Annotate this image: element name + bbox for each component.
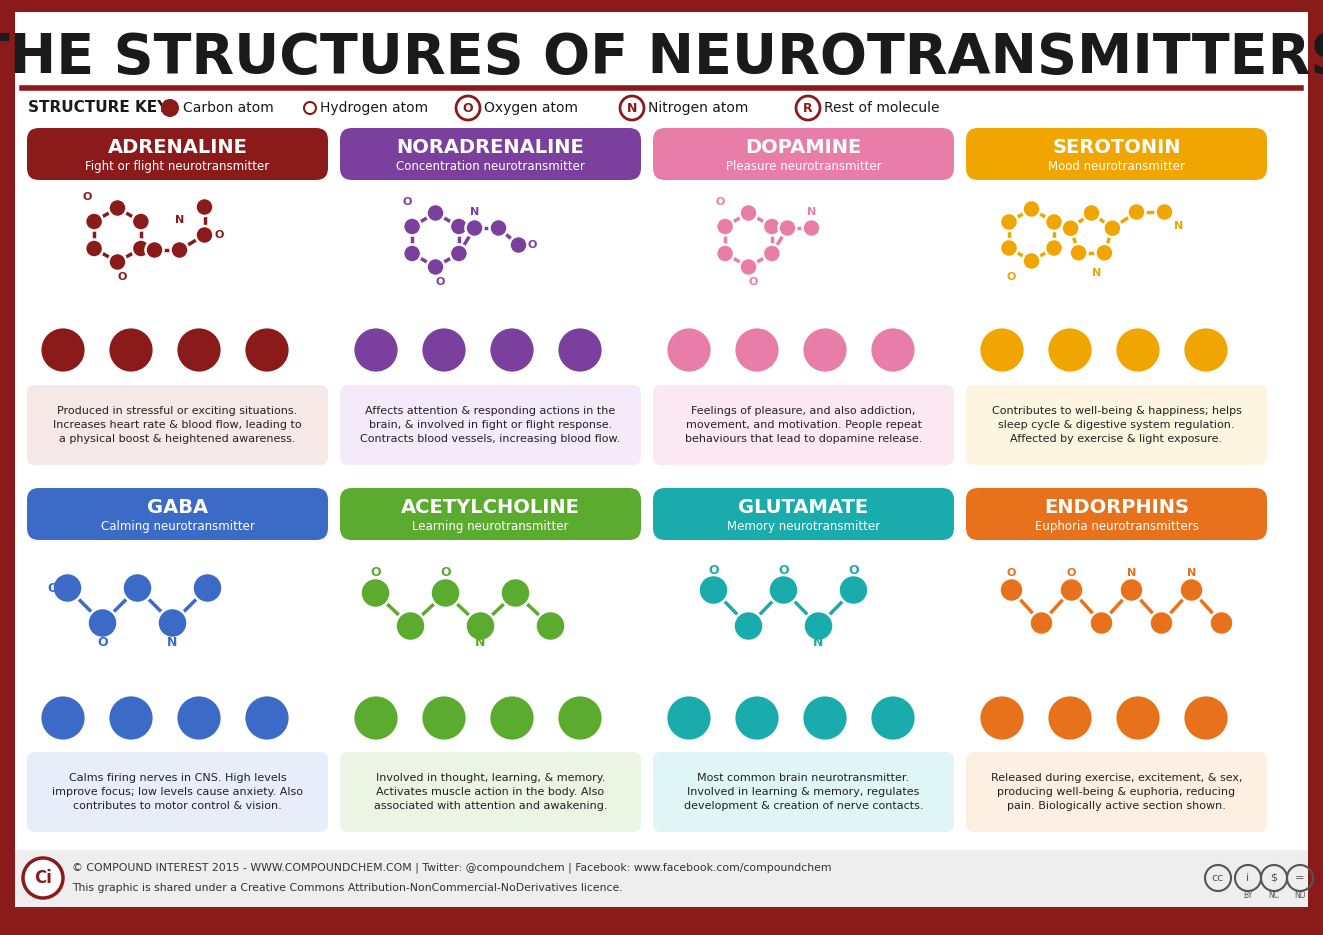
Circle shape <box>536 611 565 641</box>
Circle shape <box>243 327 290 373</box>
Text: THE STRUCTURES OF NEUROTRANSMITTERS: THE STRUCTURES OF NEUROTRANSMITTERS <box>0 31 1323 85</box>
Circle shape <box>176 327 222 373</box>
Text: N: N <box>814 637 824 650</box>
Text: $: $ <box>1270 873 1278 883</box>
Circle shape <box>304 102 316 114</box>
Circle shape <box>665 327 712 373</box>
Text: Carbon atom: Carbon atom <box>183 101 274 115</box>
Circle shape <box>778 219 796 237</box>
Text: Feelings of pleasure, and also addiction,
movement, and motivation. People repea: Feelings of pleasure, and also addiction… <box>685 407 922 443</box>
FancyBboxPatch shape <box>26 128 328 180</box>
Circle shape <box>699 575 729 605</box>
Circle shape <box>353 695 400 741</box>
Circle shape <box>450 218 468 236</box>
Circle shape <box>740 258 758 276</box>
Circle shape <box>421 327 467 373</box>
Circle shape <box>1127 203 1146 221</box>
Text: O: O <box>778 564 789 577</box>
Circle shape <box>426 258 445 276</box>
Text: Memory neurotransmitter: Memory neurotransmitter <box>726 520 880 533</box>
Circle shape <box>716 244 734 263</box>
Text: N: N <box>470 207 479 217</box>
Circle shape <box>500 578 531 608</box>
Circle shape <box>763 218 781 236</box>
FancyBboxPatch shape <box>26 385 328 465</box>
Circle shape <box>466 611 496 641</box>
Text: Pleasure neurotransmitter: Pleasure neurotransmitter <box>726 160 881 173</box>
Text: Produced in stressful or exciting situations.
Increases heart rate & blood flow,: Produced in stressful or exciting situat… <box>53 407 302 443</box>
Circle shape <box>1060 578 1084 602</box>
Text: DOPAMINE: DOPAMINE <box>745 138 861 157</box>
FancyBboxPatch shape <box>654 385 954 465</box>
Circle shape <box>1023 200 1040 218</box>
Circle shape <box>1045 239 1062 257</box>
Text: This graphic is shared under a Creative Commons Attribution-NonCommercial-NoDeri: This graphic is shared under a Creative … <box>71 883 623 893</box>
Circle shape <box>22 858 64 898</box>
Circle shape <box>979 327 1025 373</box>
Text: O: O <box>48 582 58 595</box>
Text: O: O <box>848 564 859 577</box>
Circle shape <box>450 244 468 263</box>
Text: Released during exercise, excitement, & sex,
producing well-being & euphoria, re: Released during exercise, excitement, & … <box>991 773 1242 811</box>
Circle shape <box>803 611 833 641</box>
Text: Euphoria neurotransmitters: Euphoria neurotransmitters <box>1035 520 1199 533</box>
Text: Contributes to well-being & happiness; helps
sleep cycle & digestive system regu: Contributes to well-being & happiness; h… <box>991 407 1241 443</box>
Circle shape <box>466 219 483 237</box>
Circle shape <box>176 695 222 741</box>
Circle shape <box>108 199 127 217</box>
Text: O: O <box>441 567 451 580</box>
Circle shape <box>196 226 213 244</box>
Circle shape <box>740 204 758 222</box>
Circle shape <box>161 99 179 117</box>
Circle shape <box>430 578 460 608</box>
Circle shape <box>769 575 799 605</box>
Text: N: N <box>1187 568 1196 578</box>
Circle shape <box>490 219 508 237</box>
Circle shape <box>1183 327 1229 373</box>
Circle shape <box>1082 204 1101 222</box>
Text: Calming neurotransmitter: Calming neurotransmitter <box>101 520 254 533</box>
FancyBboxPatch shape <box>654 752 954 832</box>
FancyBboxPatch shape <box>340 752 642 832</box>
Circle shape <box>871 327 916 373</box>
Text: N: N <box>167 637 177 650</box>
Circle shape <box>196 198 213 216</box>
Circle shape <box>1023 252 1040 270</box>
Text: STRUCTURE KEY:: STRUCTURE KEY: <box>28 100 173 116</box>
Circle shape <box>53 573 82 603</box>
Text: O: O <box>708 564 718 577</box>
Text: O: O <box>528 240 537 250</box>
Text: O: O <box>1007 272 1016 282</box>
Circle shape <box>1209 611 1233 635</box>
Circle shape <box>132 239 149 257</box>
Circle shape <box>1155 203 1174 221</box>
Circle shape <box>404 218 421 236</box>
Text: N: N <box>807 207 816 217</box>
Text: SEROTONIN: SEROTONIN <box>1052 138 1180 157</box>
FancyBboxPatch shape <box>966 752 1267 832</box>
Circle shape <box>1000 239 1017 257</box>
Circle shape <box>557 695 603 741</box>
Circle shape <box>171 241 188 259</box>
Text: O: O <box>370 567 381 580</box>
Circle shape <box>803 219 820 237</box>
Circle shape <box>1029 611 1053 635</box>
Text: i: i <box>1246 873 1249 883</box>
Circle shape <box>396 611 426 641</box>
Circle shape <box>802 695 848 741</box>
Text: N: N <box>175 215 184 225</box>
Circle shape <box>1046 327 1093 373</box>
Circle shape <box>108 695 153 741</box>
Circle shape <box>421 695 467 741</box>
Circle shape <box>557 327 603 373</box>
Circle shape <box>1061 219 1080 237</box>
Circle shape <box>999 578 1024 602</box>
FancyBboxPatch shape <box>966 385 1267 465</box>
Text: N: N <box>475 637 486 650</box>
Circle shape <box>404 244 421 263</box>
Text: N: N <box>1174 221 1183 231</box>
FancyBboxPatch shape <box>654 128 954 180</box>
Text: O: O <box>716 197 725 207</box>
Text: O: O <box>118 272 127 282</box>
